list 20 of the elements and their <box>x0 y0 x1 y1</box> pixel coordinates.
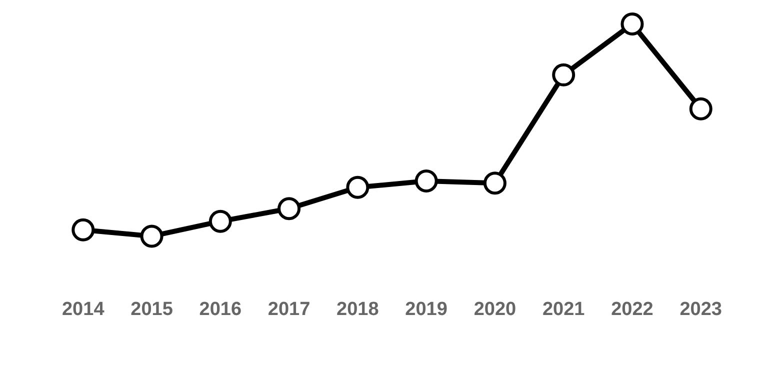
point <box>208 210 232 233</box>
x-tick-label: 2021 <box>542 298 586 320</box>
point <box>689 97 712 120</box>
x-tick-label: 2023 <box>680 298 722 320</box>
point <box>552 63 576 86</box>
x-tick-label: 2018 <box>336 298 379 320</box>
point <box>346 176 370 199</box>
x-tick-label: 2017 <box>268 298 310 320</box>
point <box>140 224 164 248</box>
x-tick-label: 2022 <box>611 298 654 320</box>
point <box>278 197 301 220</box>
x-tick-label: 2016 <box>199 298 242 320</box>
x-tick-label: 2014 <box>62 298 105 320</box>
x-tick-label: 2020 <box>474 298 516 320</box>
point <box>483 172 506 195</box>
x-tick-label: 2015 <box>130 298 174 320</box>
x-tick-label: 2019 <box>405 298 448 320</box>
point <box>414 170 438 193</box>
point <box>72 218 95 242</box>
point <box>620 12 644 36</box>
